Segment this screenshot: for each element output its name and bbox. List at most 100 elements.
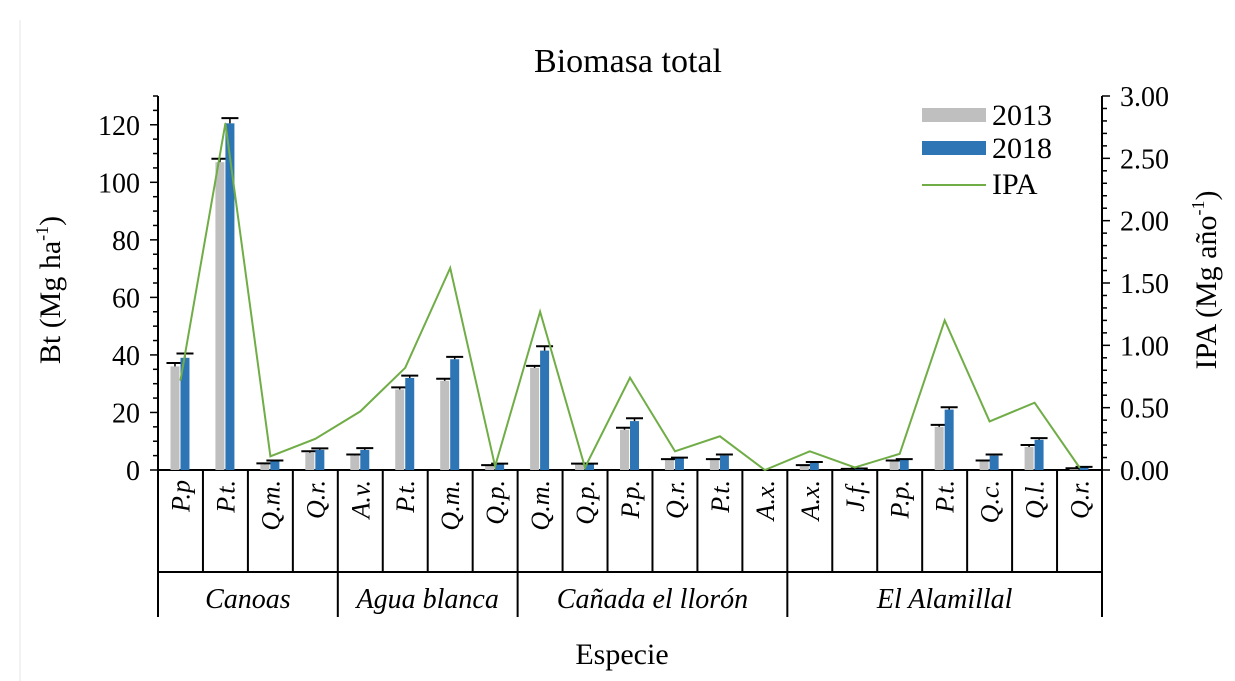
category-label: P.t. [211, 480, 240, 514]
bar-2018 [315, 449, 325, 470]
y-tick-label: 100 [98, 168, 140, 199]
bar-2018 [630, 421, 639, 470]
ipa-point [449, 267, 451, 269]
y-tick-label: 20 [112, 398, 140, 429]
y-tick-label: 120 [98, 111, 140, 142]
category-label: Q.p. [571, 480, 600, 525]
bar-2013 [395, 389, 405, 470]
category-label: Q.m. [436, 480, 465, 531]
bar-2018 [719, 455, 729, 470]
ipa-point [584, 466, 586, 469]
category-label: P.t. [706, 480, 735, 514]
bar-2018 [674, 458, 684, 470]
legend-label-2018: 2018 [992, 132, 1052, 165]
bar-2013 [979, 461, 989, 470]
bar-2013 [664, 459, 674, 470]
category-label: P.t. [931, 480, 960, 514]
bar-2018 [495, 464, 505, 470]
y2-axis-title-sup: -1 [1188, 201, 1208, 216]
bar-2013 [170, 366, 180, 470]
bar-2013 [305, 452, 315, 470]
category-label: Q.r. [1066, 480, 1095, 519]
y2-tick-label: 3.00 [1120, 82, 1169, 113]
ipa-point [269, 455, 272, 458]
bar-2013 [215, 162, 225, 470]
ipa-point [853, 466, 856, 469]
bar-2018 [1034, 439, 1044, 470]
y-axis-title: Bt (Mg ha-1) [32, 216, 67, 364]
legend-label-2013: 2013 [992, 99, 1052, 132]
y2-tick-label: 1.00 [1120, 331, 1169, 362]
ipa-point [719, 435, 721, 438]
ipa-point [629, 376, 631, 379]
bar-2018 [405, 377, 415, 470]
y2-tick-label: 2.50 [1120, 144, 1169, 175]
y-tick-label: 0 [126, 456, 140, 487]
bar-2018 [585, 464, 595, 470]
bar-2013 [440, 380, 450, 470]
bar-2013 [485, 465, 495, 470]
ipa-point [988, 420, 991, 423]
bar-2018 [450, 359, 460, 470]
bar-2013 [530, 367, 540, 470]
category-label: Q.l. [1021, 480, 1050, 519]
bar-2018 [1079, 467, 1089, 470]
ipa-point [674, 450, 676, 453]
group-label: Canoas [205, 584, 291, 615]
bar-2013 [1024, 446, 1034, 470]
category-label: Q.r. [301, 480, 330, 519]
group-label: Cañada el llorón [557, 584, 748, 615]
bar-2013 [799, 465, 809, 470]
ipa-point [898, 452, 901, 455]
y2-tick-label: 1.50 [1120, 269, 1169, 300]
ipa-point [224, 122, 227, 125]
y2-tick-label: 0.00 [1120, 456, 1169, 487]
bar-2013 [575, 464, 585, 470]
ipa-point [404, 366, 407, 369]
bar-2013 [709, 459, 719, 470]
bar-2013 [350, 455, 360, 470]
plot-area: 0 20 40 60 80 100 120 0.00 0.50 1.00 1.50 2.00 2.50 3… [98, 82, 1169, 617]
category-label: J.f. [841, 480, 870, 512]
x-axis-title: Especie [575, 638, 668, 671]
legend: 2013 2018 IPA [922, 99, 1052, 201]
y-axis-title-tail: ) [34, 216, 67, 226]
category-label: Q.m. [256, 480, 285, 531]
bar-2018 [944, 409, 954, 470]
category-label: A.x. [796, 480, 825, 522]
ipa-point [494, 465, 496, 468]
legend-swatch-2013 [922, 108, 986, 122]
category-label: P.p. [616, 480, 645, 520]
y2-tick-label: 0.50 [1120, 394, 1169, 425]
y2-axis-title-main: IPA (Mg año [1190, 216, 1223, 370]
ipa-point [179, 379, 182, 382]
y-tick-label: 80 [112, 226, 140, 257]
bar-2018 [540, 350, 550, 470]
category-label: P.p [167, 480, 196, 513]
bar-2018 [180, 357, 190, 470]
ipa-point [314, 438, 317, 440]
category-label: A.v. [346, 480, 375, 521]
ipa-point [1078, 466, 1081, 469]
y-tick-label: 40 [112, 341, 140, 372]
legend-swatch-2018 [922, 141, 986, 155]
y-axis-title-main: Bt (Mg ha [34, 241, 67, 364]
bar-2018 [989, 455, 999, 470]
category-label: Q.c. [976, 480, 1005, 523]
category-label: Q.p. [481, 480, 510, 525]
ipa-point [539, 310, 541, 313]
bar-2013 [260, 464, 270, 470]
y-tick-label: 60 [112, 283, 140, 314]
bar-2013 [889, 461, 899, 470]
category-label: Q.m. [526, 480, 555, 531]
y2-axis-title-tail: ) [1190, 191, 1223, 201]
y-axis-title-sup: -1 [32, 226, 52, 241]
bar-2013 [934, 426, 944, 470]
ipa-point [943, 319, 946, 322]
ipa-point [764, 469, 766, 471]
y2-axis-title: IPA (Mg año-1) [1188, 191, 1223, 370]
bar-2018 [360, 449, 370, 470]
bar-2018 [899, 459, 909, 470]
